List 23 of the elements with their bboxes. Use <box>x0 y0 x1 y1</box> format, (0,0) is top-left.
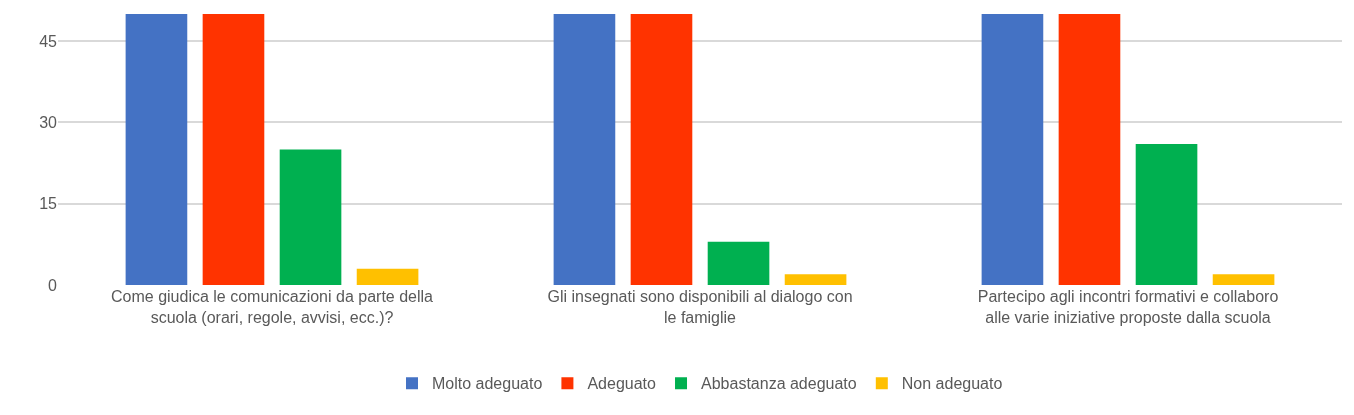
bar <box>1135 144 1198 285</box>
legend-label: Abbastanza adeguato <box>701 375 857 393</box>
bar <box>784 274 847 285</box>
legend-label: Molto adeguato <box>432 375 543 393</box>
legend-label: Non adeguato <box>901 375 1003 393</box>
bar <box>553 14 616 285</box>
bar <box>356 268 419 285</box>
x-tick-label: Gli insegnati sono disponibili al dialogo con le famiglie <box>547 288 853 326</box>
y-tick-label: 15 <box>39 195 58 213</box>
bar <box>1058 14 1121 285</box>
y-tick-label: 45 <box>39 32 58 50</box>
bar <box>1212 274 1275 285</box>
bar <box>279 149 342 285</box>
y-tick-label: 30 <box>39 114 58 131</box>
bar <box>125 14 188 285</box>
bar <box>202 14 265 285</box>
legend-label: Adeguato <box>587 375 657 393</box>
y-tick-label: 0 <box>48 276 58 294</box>
x-tick-label: Partecipo agli incontri formativi e collaboro alle varie iniziative proposte dalla scuola <box>977 288 1279 326</box>
bar <box>707 241 770 285</box>
bar <box>981 14 1044 285</box>
x-tick-label: Come giudica le comunicazioni da parte della scuola (orari, regole, avvisi, ecc.)? <box>111 288 434 326</box>
bar <box>630 14 693 285</box>
